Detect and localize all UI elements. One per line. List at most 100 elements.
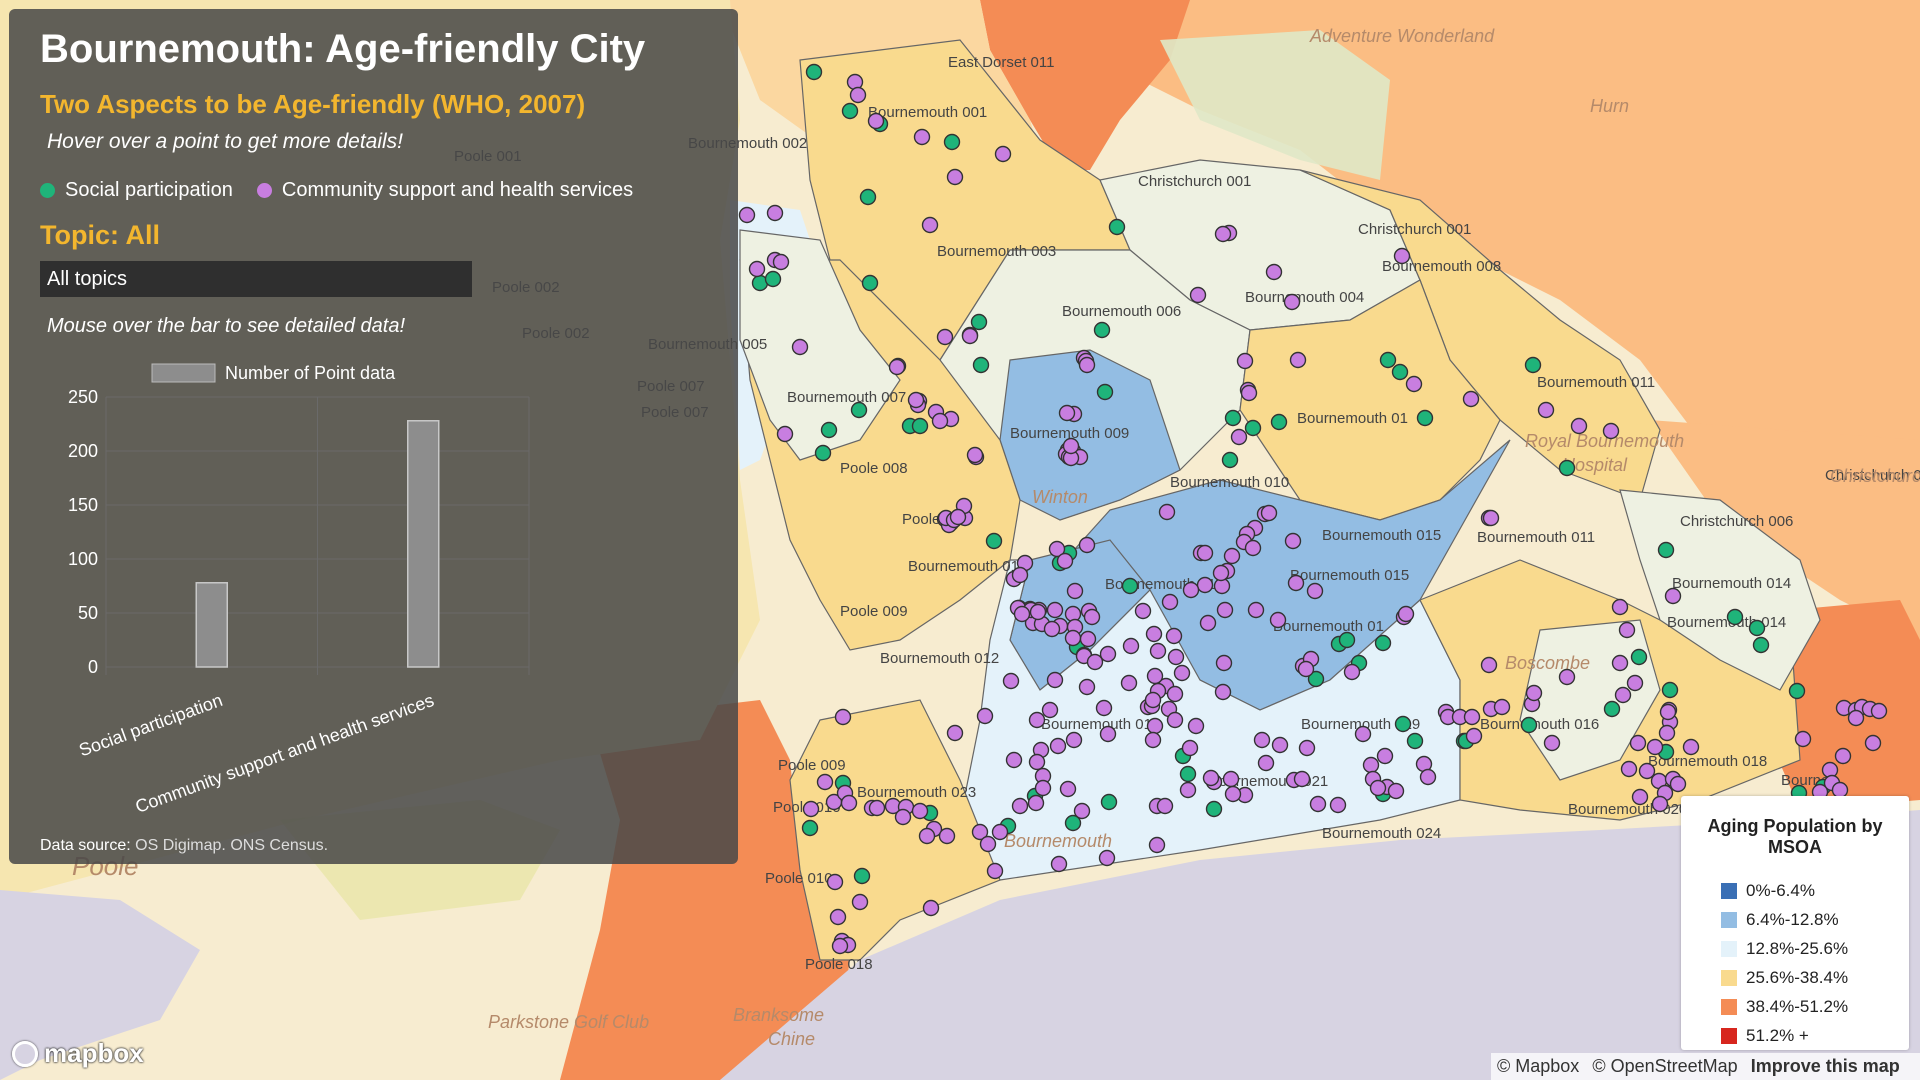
bar-hint: Mouse over the bar to see detailed data!	[47, 315, 406, 337]
point-community	[826, 873, 844, 891]
point-social	[1244, 419, 1262, 437]
point-social	[1179, 765, 1197, 783]
point-community	[936, 328, 954, 346]
chart-bars[interactable]	[195, 420, 440, 668]
point-community	[1048, 540, 1066, 558]
point-community	[1196, 544, 1214, 562]
point-community	[1181, 739, 1199, 757]
svg-text:Bournemouth 024: Bournemouth 024	[1322, 825, 1441, 842]
point-social	[1121, 577, 1139, 595]
point-community	[1658, 724, 1676, 742]
svg-text:Bournemouth 011: Bournemouth 011	[1537, 374, 1655, 391]
point-community	[748, 260, 766, 278]
legend-class-label: 51.2% +	[1746, 1026, 1809, 1045]
point-community	[1794, 730, 1812, 748]
svg-text:Poole 010: Poole 010	[765, 870, 833, 887]
point-community	[1165, 627, 1183, 645]
point-community	[1134, 602, 1152, 620]
points-community-support[interactable]	[738, 73, 1888, 955]
y-tick-label: 250	[68, 387, 98, 407]
point-social	[972, 356, 990, 374]
point-community	[829, 908, 847, 926]
svg-text:Bournemouth 012: Bournemouth 012	[880, 650, 999, 667]
point-community	[1179, 781, 1197, 799]
point-community	[913, 128, 931, 146]
point-social	[911, 417, 929, 435]
point-community	[1298, 739, 1316, 757]
bar[interactable]	[407, 420, 440, 668]
msoa-area-east2	[1619, 489, 1821, 691]
point-community	[1343, 663, 1361, 681]
point-community	[766, 204, 784, 222]
point-community	[1199, 614, 1217, 632]
legend-swatch	[1721, 999, 1737, 1015]
point-social	[859, 188, 877, 206]
point-community	[1376, 747, 1394, 765]
point-social	[943, 133, 961, 151]
point-community	[1046, 671, 1064, 689]
svg-text:Bournemouth 006: Bournemouth 006	[1062, 303, 1181, 320]
svg-text:Bournemouth 014: Bournemouth 014	[1672, 575, 1791, 592]
attribution-mapbox-link[interactable]: © Mapbox	[1497, 1056, 1580, 1076]
point-community	[1056, 552, 1074, 570]
svg-text:Christchurch 001: Christchurch 001	[1138, 173, 1251, 190]
point-community	[1146, 667, 1164, 685]
legend-class-label: 0%-6.4%	[1746, 881, 1815, 900]
chart-legend: Number of Point data	[151, 363, 396, 383]
legend-swatch	[1721, 1028, 1737, 1044]
topic-select[interactable]: All topics	[40, 261, 472, 297]
legend-class-label: 12.8%-25.6%	[1746, 939, 1849, 958]
point-social	[1221, 451, 1239, 469]
point-community	[1611, 598, 1629, 616]
point-community	[1158, 503, 1176, 521]
point-community	[834, 708, 852, 726]
bar[interactable]	[195, 582, 228, 668]
point-community	[931, 412, 949, 430]
point-community	[1073, 802, 1091, 820]
bar-chart: Number of Point data 0 50 100 150 200 250 Soc…	[68, 363, 530, 817]
point-community	[1284, 532, 1302, 550]
point-community	[802, 800, 820, 818]
panel-subtitle: Two Aspects to be Age-friendly (WHO, 200…	[40, 89, 586, 119]
point-community	[1223, 547, 1241, 565]
point-community	[1196, 576, 1214, 594]
point-community	[1216, 601, 1234, 619]
point-social	[1307, 670, 1325, 688]
point-community	[1013, 605, 1031, 623]
point-community	[1864, 734, 1882, 752]
svg-text:Adventure Wonderland: Adventure Wonderland	[1309, 26, 1495, 46]
point-community	[1269, 611, 1287, 629]
legend-item-community: Community support and health services	[256, 179, 633, 202]
point-social	[1224, 409, 1242, 427]
svg-text:Poole 008: Poole 008	[840, 460, 908, 477]
point-community	[1083, 608, 1101, 626]
mapbox-logo[interactable]: mapbox	[12, 1038, 144, 1069]
point-community	[1354, 725, 1372, 743]
point-social	[1391, 363, 1409, 381]
point-community	[1148, 836, 1166, 854]
svg-text:Bournemouth 017: Bournemouth 017	[1041, 716, 1160, 733]
point-community	[1620, 760, 1638, 778]
point-community	[1065, 731, 1083, 749]
chart-grid	[105, 396, 530, 675]
point-community	[1293, 770, 1311, 788]
legend-class-row: 25.6%-38.4%	[1721, 967, 1848, 989]
point-community	[1099, 645, 1117, 663]
svg-text:Winton: Winton	[1032, 487, 1088, 507]
point-community	[1638, 762, 1656, 780]
attribution-osm-link[interactable]: © OpenStreetMap	[1592, 1056, 1738, 1076]
point-community	[1149, 642, 1167, 660]
svg-text:Royal Bournemouth: Royal Bournemouth	[1525, 431, 1684, 451]
point-community	[1145, 625, 1163, 643]
point-community	[1187, 717, 1205, 735]
improve-map-link[interactable]: Improve this map	[1750, 1056, 1900, 1076]
point-community	[1086, 653, 1104, 671]
point-community	[961, 327, 979, 345]
point-community	[1029, 603, 1047, 621]
svg-text:Bournemouth 015: Bournemouth 015	[1290, 567, 1409, 584]
svg-text:Bournemouth 020: Bournemouth 020	[1568, 801, 1687, 818]
point-community	[1309, 795, 1327, 813]
point-community	[1629, 734, 1647, 752]
point-social	[1416, 409, 1434, 427]
point-social	[1108, 218, 1126, 236]
